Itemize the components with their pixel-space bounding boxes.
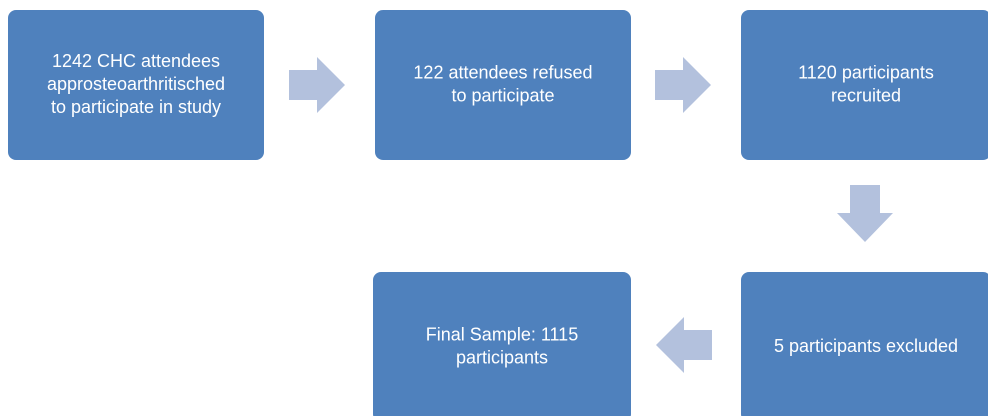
node-box bbox=[375, 10, 631, 160]
node-label: participants bbox=[456, 347, 548, 367]
node-label: to participate bbox=[451, 85, 554, 105]
node: 5 participants excluded bbox=[741, 272, 988, 416]
node-box bbox=[8, 10, 264, 160]
node: 122 attendees refused to participate bbox=[375, 10, 631, 160]
node-label: 1242 CHC attendees bbox=[52, 51, 220, 71]
arrow-down bbox=[837, 185, 893, 242]
node-box bbox=[741, 10, 988, 160]
arrow-right bbox=[289, 57, 345, 113]
node: Final Sample: 1115 participants bbox=[373, 272, 631, 416]
node-label: to participate in study bbox=[51, 97, 221, 117]
node-label: 122 attendees refused bbox=[413, 62, 592, 82]
node-label: approsteoarthritisched bbox=[47, 74, 225, 94]
node-box bbox=[741, 272, 988, 416]
node-box bbox=[373, 272, 631, 416]
node-label: recruited bbox=[831, 85, 901, 105]
node: 1242 CHC attendees approsteoarthritisched… bbox=[8, 10, 264, 160]
node-label: 1120 participants bbox=[798, 62, 934, 82]
arrow-right bbox=[655, 57, 711, 113]
node: 1120 participants recruited bbox=[741, 10, 988, 160]
arrow-left bbox=[656, 317, 712, 373]
arrows bbox=[289, 57, 893, 373]
node-label: Final Sample: 1115 bbox=[426, 324, 578, 344]
node-label: 5 participants excluded bbox=[774, 336, 958, 356]
